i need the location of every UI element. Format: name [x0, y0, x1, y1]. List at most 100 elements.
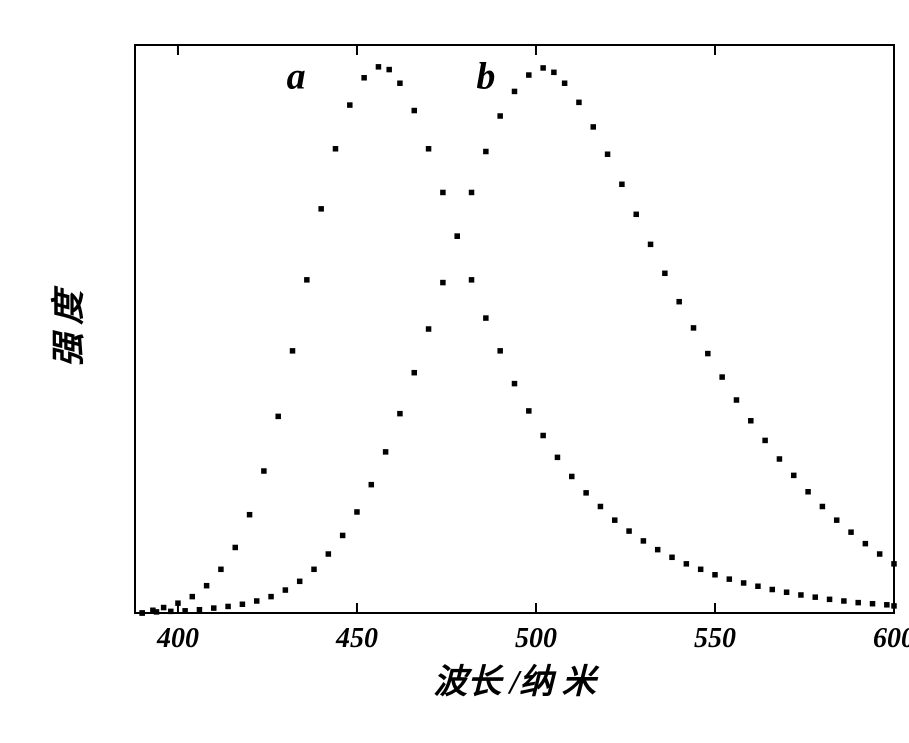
marker: [497, 113, 503, 119]
marker: [719, 374, 725, 380]
marker: [397, 80, 403, 86]
marker: [698, 567, 704, 573]
x-axis-label: 波长 /纳 米: [433, 663, 599, 701]
x-tick-label: 450: [335, 623, 378, 654]
marker: [551, 70, 557, 76]
marker: [762, 438, 768, 444]
marker: [641, 538, 647, 544]
marker: [591, 124, 597, 130]
marker: [820, 504, 826, 510]
marker: [770, 587, 776, 593]
marker: [863, 541, 869, 547]
marker: [540, 433, 546, 439]
marker: [791, 473, 797, 479]
marker: [397, 411, 403, 417]
marker: [877, 551, 883, 557]
marker: [812, 594, 818, 600]
marker: [777, 456, 783, 462]
marker: [583, 490, 589, 496]
marker: [469, 190, 475, 196]
marker: [497, 348, 503, 354]
marker: [827, 597, 833, 603]
marker: [175, 600, 181, 606]
marker: [197, 607, 203, 613]
marker: [354, 509, 360, 515]
marker: [311, 567, 317, 573]
marker: [386, 67, 392, 73]
x-tick-label: 550: [694, 623, 736, 654]
marker: [605, 151, 611, 157]
marker: [798, 592, 804, 598]
marker: [834, 517, 840, 523]
marker: [569, 474, 575, 480]
marker: [340, 533, 346, 539]
series-b: [139, 65, 896, 616]
marker: [182, 608, 188, 614]
marker: [275, 414, 281, 420]
chart-svg: 400450500550600波长 /纳 米强 度ab: [20, 20, 909, 723]
marker: [247, 512, 253, 518]
marker: [841, 598, 847, 604]
marker: [648, 242, 654, 248]
marker: [512, 381, 518, 387]
marker: [848, 529, 854, 535]
marker: [662, 271, 668, 277]
marker: [705, 351, 711, 357]
marker: [204, 583, 210, 589]
marker: [426, 146, 432, 152]
x-tick-label: 500: [515, 623, 557, 654]
marker: [283, 587, 289, 593]
marker: [168, 609, 174, 615]
marker: [784, 589, 790, 595]
spectra-chart: 400450500550600波长 /纳 米强 度ab: [20, 20, 909, 723]
marker: [232, 545, 238, 551]
marker: [540, 65, 546, 71]
marker: [440, 190, 446, 196]
x-tick-label: 600: [873, 623, 909, 654]
marker: [483, 149, 489, 155]
marker: [297, 579, 303, 585]
plot-frame: [135, 45, 894, 613]
marker: [526, 72, 532, 78]
marker: [576, 100, 582, 106]
marker: [676, 299, 682, 305]
marker: [526, 408, 532, 414]
marker: [218, 567, 224, 573]
marker: [555, 455, 561, 461]
marker: [412, 370, 418, 376]
marker: [691, 325, 697, 331]
marker: [669, 555, 675, 561]
marker: [612, 517, 618, 523]
marker: [161, 605, 167, 611]
marker: [805, 489, 811, 495]
marker: [512, 89, 518, 95]
marker: [154, 609, 160, 615]
marker: [727, 576, 733, 582]
marker: [598, 504, 604, 510]
marker: [361, 75, 367, 81]
marker: [211, 605, 217, 611]
marker: [369, 482, 375, 488]
marker: [139, 610, 145, 616]
series-a: [139, 64, 896, 616]
series-label-a: a: [287, 56, 306, 98]
marker: [383, 449, 389, 455]
marker: [454, 233, 460, 239]
marker: [318, 206, 324, 212]
marker: [469, 277, 475, 283]
marker: [619, 182, 625, 188]
marker: [290, 348, 296, 354]
series-label-b: b: [476, 56, 495, 98]
marker: [376, 64, 382, 70]
marker: [440, 280, 446, 286]
marker: [884, 602, 890, 608]
marker: [190, 594, 196, 600]
marker: [562, 80, 568, 86]
marker: [748, 418, 754, 424]
marker: [254, 598, 260, 604]
marker: [712, 572, 718, 578]
marker: [655, 547, 661, 553]
marker: [891, 603, 897, 609]
marker: [225, 604, 231, 610]
marker: [633, 212, 639, 218]
